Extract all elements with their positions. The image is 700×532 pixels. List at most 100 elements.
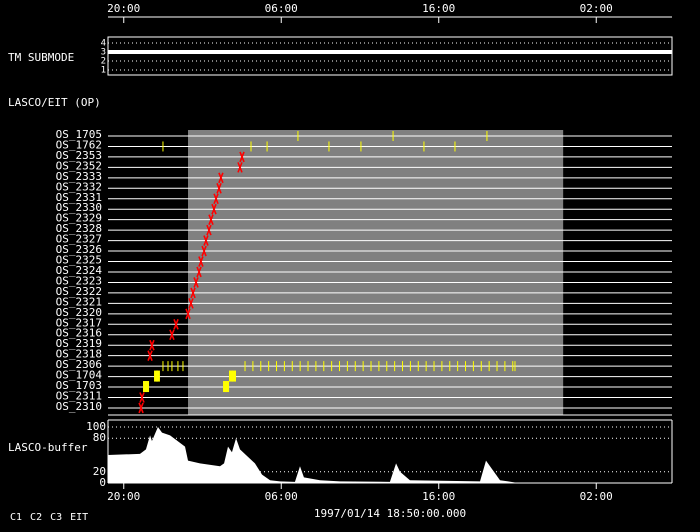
row-label: OS_2321 bbox=[56, 295, 102, 308]
row-label: OS_2320 bbox=[56, 306, 102, 319]
row-label: OS_2326 bbox=[56, 243, 102, 256]
row-label: OS_2329 bbox=[56, 212, 102, 225]
legend-label: C2 bbox=[30, 512, 42, 523]
row-label: OS_2323 bbox=[56, 274, 102, 287]
event-tick bbox=[145, 381, 150, 393]
event-x bbox=[218, 172, 224, 184]
event-tick bbox=[425, 361, 427, 372]
event-tick bbox=[486, 131, 488, 141]
event-tick bbox=[409, 361, 411, 372]
row-label: OS_2330 bbox=[56, 201, 102, 214]
event-tick bbox=[171, 361, 173, 372]
event-x bbox=[203, 235, 209, 246]
event-tick bbox=[339, 361, 341, 372]
event-x bbox=[188, 298, 194, 309]
event-x bbox=[213, 193, 219, 205]
row-label: OS_2325 bbox=[56, 254, 102, 267]
event-tick bbox=[268, 361, 270, 372]
x-tick-label: 20:00 bbox=[107, 2, 140, 15]
date-label: 1997/01/14 18:50:00.000 bbox=[314, 507, 466, 520]
event-tick bbox=[252, 361, 254, 372]
y-tick-label: 4 bbox=[101, 39, 106, 49]
y-tick-label: 1 bbox=[101, 65, 106, 75]
event-tick bbox=[392, 131, 394, 141]
event-tick bbox=[323, 361, 325, 372]
x-tick-label: 02:00 bbox=[580, 2, 613, 15]
event-x bbox=[169, 329, 175, 341]
y-tick-label: 0 bbox=[99, 476, 106, 489]
row-label: OS_2333 bbox=[56, 170, 102, 183]
x-tick-label: 06:00 bbox=[265, 490, 298, 503]
legend-label: C1 bbox=[10, 512, 22, 523]
event-x bbox=[138, 402, 144, 414]
event-tick bbox=[514, 361, 516, 372]
row-label: OS_2316 bbox=[56, 327, 102, 340]
row-label: OS_2352 bbox=[56, 159, 102, 172]
event-tick bbox=[480, 361, 482, 372]
y-tick-label: 20 bbox=[93, 465, 106, 478]
row-label: OS_2318 bbox=[56, 348, 102, 361]
event-x bbox=[139, 392, 145, 403]
event-tick bbox=[155, 370, 160, 382]
event-tick bbox=[328, 141, 330, 152]
event-tick bbox=[297, 131, 299, 141]
x-tick-label: 20:00 bbox=[107, 490, 140, 503]
shade bbox=[188, 130, 564, 415]
event-tick bbox=[496, 361, 498, 372]
event-x bbox=[208, 214, 214, 225]
row-label: OS_2331 bbox=[56, 191, 102, 204]
event-tick bbox=[231, 370, 236, 382]
event-tick bbox=[266, 141, 268, 152]
row-label: OS_2328 bbox=[56, 222, 102, 235]
panel-label: LASCO-buffer bbox=[8, 441, 88, 454]
y-tick-label: 3 bbox=[101, 48, 106, 58]
row-label: OS_2353 bbox=[56, 149, 102, 162]
row-label: OS_1703 bbox=[56, 379, 102, 392]
event-tick bbox=[283, 361, 285, 372]
event-tick bbox=[370, 361, 372, 372]
event-tick bbox=[465, 361, 467, 372]
x-tick-label: 16:00 bbox=[422, 490, 455, 503]
event-x bbox=[211, 203, 217, 215]
x-tick-label: 16:00 bbox=[422, 2, 455, 15]
event-tick bbox=[433, 361, 435, 372]
event-tick bbox=[423, 141, 425, 152]
event-tick bbox=[472, 361, 474, 372]
y-tick-label: 2 bbox=[101, 56, 106, 66]
event-x bbox=[173, 318, 179, 330]
row-label: OS_2324 bbox=[56, 264, 103, 277]
event-x bbox=[237, 162, 243, 173]
event-x bbox=[239, 151, 245, 163]
event-tick bbox=[362, 361, 364, 372]
row-label: OS_2310 bbox=[56, 400, 102, 413]
event-x bbox=[216, 183, 222, 194]
row-label: OS_1704 bbox=[56, 369, 103, 382]
row-label: OS_2311 bbox=[56, 390, 102, 403]
row-label: OS_1762 bbox=[56, 138, 102, 151]
event-tick bbox=[386, 361, 388, 372]
event-tick bbox=[299, 361, 301, 372]
row-label: OS_2332 bbox=[56, 180, 102, 193]
event-x bbox=[147, 350, 153, 361]
event-tick bbox=[504, 361, 506, 372]
event-tick bbox=[143, 381, 148, 393]
row-label: OS_2317 bbox=[56, 316, 102, 329]
event-tick bbox=[331, 361, 333, 372]
event-x bbox=[185, 308, 191, 320]
event-tick bbox=[402, 361, 404, 372]
y-tick-label: 100 bbox=[86, 420, 106, 433]
event-x bbox=[193, 277, 199, 288]
legend-label: EIT bbox=[70, 512, 88, 523]
event-tick bbox=[162, 361, 164, 372]
y-tick-label: 80 bbox=[93, 431, 106, 444]
event-tick bbox=[276, 361, 278, 372]
event-tick bbox=[441, 361, 443, 372]
event-x bbox=[198, 256, 204, 267]
event-tick bbox=[457, 361, 459, 372]
event-x bbox=[196, 266, 202, 278]
event-tick bbox=[182, 361, 184, 372]
x-tick-label: 06:00 bbox=[265, 2, 298, 15]
event-tick bbox=[346, 361, 348, 372]
event-tick bbox=[223, 381, 228, 393]
